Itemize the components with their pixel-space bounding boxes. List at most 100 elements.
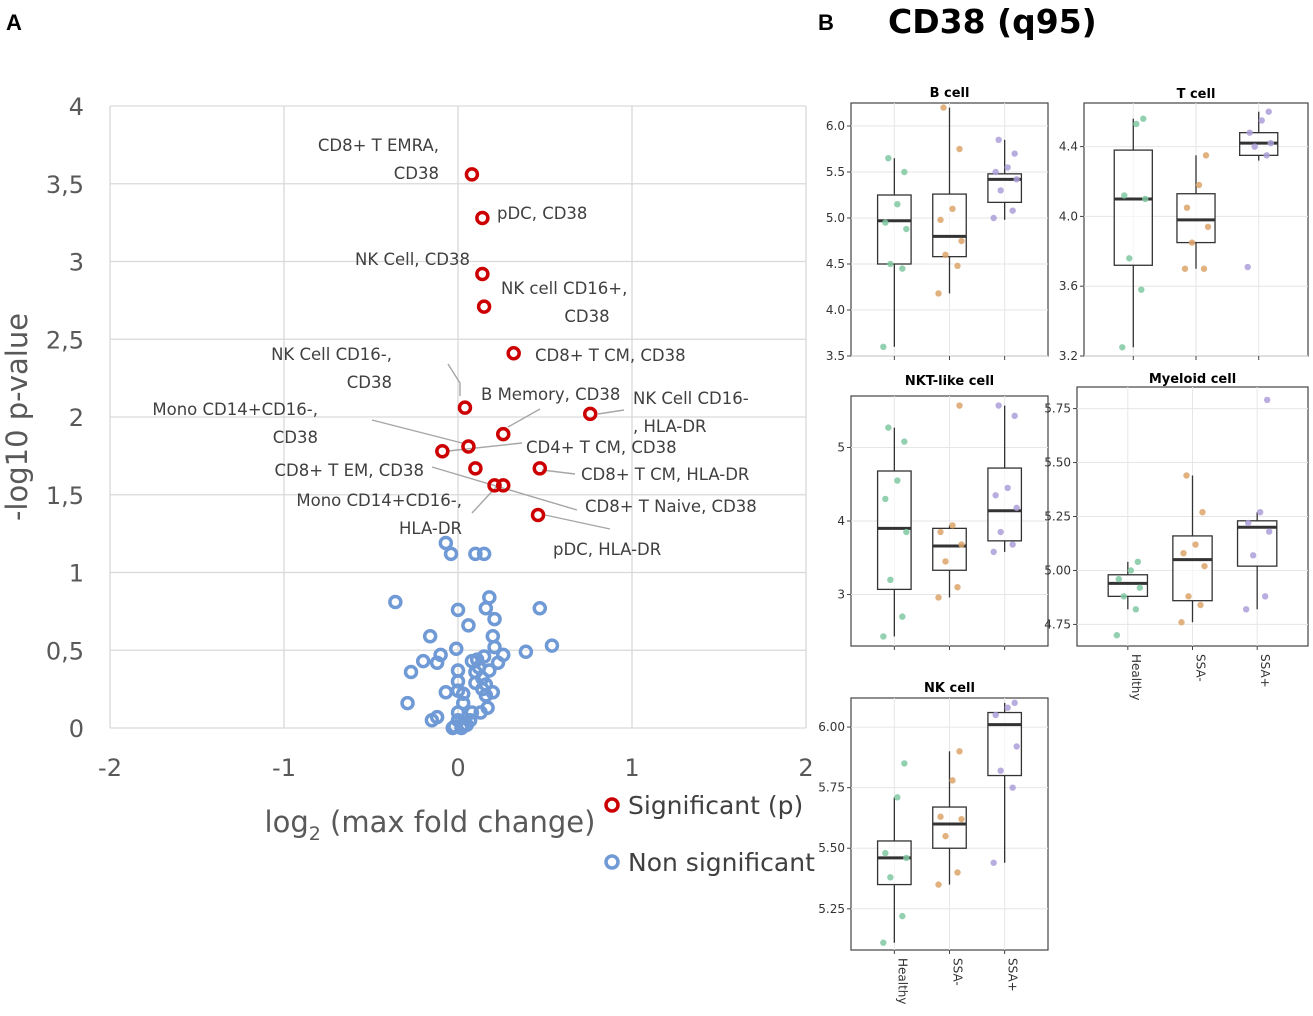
box-healthy	[876, 470, 912, 591]
data-point	[887, 260, 894, 268]
non-significant-point	[476, 649, 492, 664]
data-point	[1263, 152, 1270, 159]
non-significant-point	[388, 594, 403, 610]
data-point	[995, 402, 1002, 409]
y-tick-label: 4	[69, 93, 84, 121]
data-point	[882, 849, 889, 857]
y-tick-label: 2,5	[46, 326, 84, 354]
leader-line	[507, 408, 541, 428]
y-tick-label: 4.0	[826, 303, 845, 317]
data-point	[1120, 593, 1128, 600]
data-point	[958, 541, 965, 548]
data-point	[1267, 139, 1274, 147]
box-ssa-	[932, 527, 967, 571]
data-point	[1265, 108, 1272, 115]
data-point	[899, 265, 906, 272]
panel-title: B cell	[930, 86, 970, 101]
data-point	[903, 854, 910, 862]
legend-label-significant: Significant (p)	[628, 791, 803, 820]
leader-line	[447, 442, 523, 452]
y-tick-label: 1	[69, 560, 84, 588]
non-significant-point	[454, 720, 469, 736]
data-point	[935, 881, 942, 888]
data-point	[885, 424, 892, 431]
non-significant-point	[544, 638, 560, 653]
data-point	[1188, 239, 1196, 246]
data-point	[1115, 575, 1123, 583]
y-tick-label: 3,5	[46, 171, 84, 199]
non-significant-point	[476, 546, 492, 562]
data-point	[1004, 704, 1011, 711]
non-significant-point	[400, 695, 415, 711]
significant-point	[476, 299, 492, 314]
box-ssa-	[932, 806, 967, 849]
data-point	[1180, 549, 1187, 557]
boxplot-panels: B cell 3.5 4.0 4.5 5.0 5.5 6.0 T cell 3.2 3.6 4.0 4…	[818, 86, 1309, 1005]
data-point	[958, 237, 965, 245]
boxplot-myeloid-cell: Myeloid cell 4.75 5.00 5.25 5.50 5.75 Healthy S…	[1044, 372, 1309, 701]
data-point	[1011, 412, 1018, 420]
x-tick-label: 2	[798, 754, 813, 782]
y-tick-label: 5.0	[826, 211, 845, 225]
data-point	[887, 576, 894, 584]
y-tick-label: 6.0	[826, 119, 845, 133]
data-point	[1009, 784, 1016, 791]
x-tick-label: -1	[272, 754, 296, 782]
data-point	[901, 438, 908, 445]
data-point	[954, 262, 961, 270]
point-label: NK cell CD16+, CD38	[501, 279, 627, 326]
non-significant-point	[518, 644, 534, 660]
data-point	[1183, 204, 1191, 211]
data-point	[885, 155, 892, 162]
x-axis-title: log2 (max fold change)	[265, 805, 596, 845]
data-point	[1181, 265, 1189, 272]
non-significant-point	[422, 629, 438, 644]
data-point	[992, 711, 999, 719]
data-point	[1201, 562, 1208, 570]
non-significant-point	[403, 664, 419, 680]
panel-title: T cell	[1177, 87, 1216, 102]
significant-point	[582, 406, 598, 422]
point-label: Mono CD14+CD16-, CD38	[152, 400, 318, 447]
y-tick-label: 5	[837, 440, 845, 454]
boxplot-t-cell: T cell 3.2 3.6 4.0 4.4	[1059, 87, 1309, 363]
box-ssa-	[1176, 193, 1216, 244]
y-tick-label: 3.2	[1059, 349, 1078, 363]
data-point	[1204, 223, 1212, 231]
data-point	[1244, 263, 1251, 271]
point-label: Mono CD14+CD16-, HLA-DR	[296, 491, 462, 538]
data-point	[997, 767, 1004, 774]
panel-title: Myeloid cell	[1149, 372, 1236, 387]
data-point	[942, 832, 949, 840]
data-point	[1195, 181, 1203, 189]
point-label: CD8+ T EMRA, CD38	[318, 136, 439, 183]
data-point	[949, 522, 956, 529]
significant-point	[532, 461, 548, 476]
data-point	[990, 214, 997, 222]
data-point	[1113, 632, 1121, 639]
data-point	[882, 219, 889, 226]
non-significant-point	[424, 712, 440, 728]
y-tick-label: 3.6	[1059, 279, 1078, 293]
data-point	[958, 815, 965, 823]
panel-a-letter: A	[6, 10, 22, 35]
non-significant-point	[445, 720, 461, 736]
y-tick-label: 3	[837, 588, 845, 602]
significant-point	[475, 266, 490, 282]
data-point	[949, 205, 956, 212]
non-significant-point	[429, 655, 445, 670]
non-significant-point	[449, 641, 464, 656]
data-point	[899, 613, 906, 620]
data-point	[1004, 164, 1011, 171]
non-significant-point	[464, 705, 480, 720]
data-point	[990, 859, 997, 866]
data-point	[1013, 743, 1020, 750]
point-label: CD8+ T EM, CD38	[275, 461, 425, 480]
data-point	[1249, 552, 1257, 559]
non-significant-point	[532, 601, 548, 616]
data-point	[1127, 567, 1135, 574]
data-point	[1178, 619, 1185, 626]
data-point	[940, 104, 947, 111]
point-label: pDC, CD38	[497, 204, 587, 223]
